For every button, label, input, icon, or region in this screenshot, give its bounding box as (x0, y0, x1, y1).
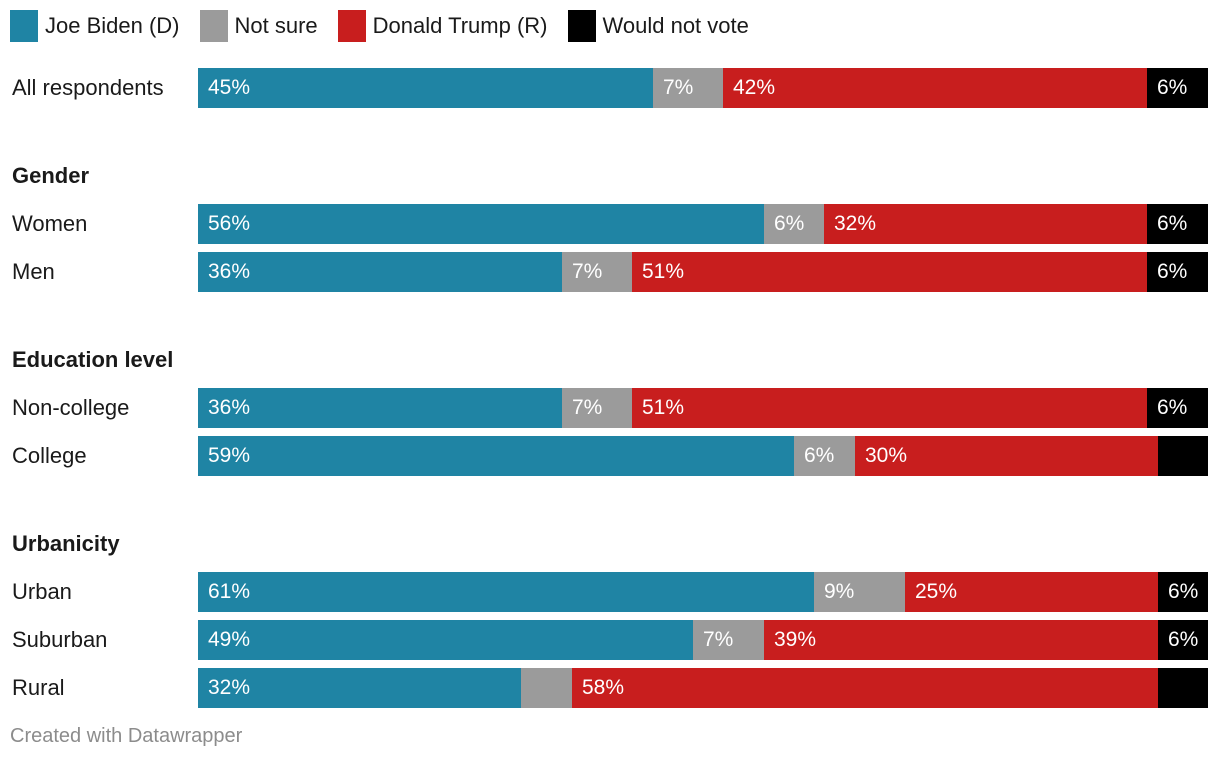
bar-segment-would-not-vote: 6% (1147, 204, 1208, 244)
bar-segment-joe-biden: 45% (198, 68, 653, 108)
data-label: 39% (774, 628, 817, 651)
data-label: 49% (208, 628, 251, 651)
bar-segment-would-not-vote: 6% (1147, 68, 1208, 108)
row-label-women: Women (12, 211, 88, 236)
bar-segment-joe-biden: 36% (198, 388, 562, 428)
data-label: 6% (1157, 396, 1188, 419)
legend-label: Not sure (234, 13, 318, 38)
row-label-men: Men (12, 259, 55, 284)
bar-segment-not-sure (521, 668, 572, 708)
data-label: 6% (804, 444, 835, 467)
legend-swatch (567, 10, 596, 42)
bar-urban: 61% 9% 25% 6% (198, 572, 1208, 612)
data-label: 61% (208, 580, 251, 603)
bar-segment-would-not-vote: 6% (1158, 620, 1208, 660)
data-label: 30% (865, 444, 908, 467)
data-label: 32% (834, 212, 877, 235)
data-label: 6% (1168, 580, 1199, 603)
data-label: 58% (582, 676, 625, 699)
bar-segment-donald-trump: 32% (824, 204, 1147, 244)
bar-men: 36% 7% 51% 6% (198, 252, 1208, 292)
data-label: 51% (642, 396, 685, 419)
bar-women: 56% 6% 32% 6% (198, 204, 1208, 244)
row-label-all-respondents: All respondents (12, 75, 164, 100)
group-heading-gender: Gender (12, 163, 90, 188)
bar-segment-donald-trump: 25% (905, 572, 1158, 612)
legend-item-joe-biden: Joe Biden (D) (10, 10, 180, 42)
bar-segment-joe-biden: 49% (198, 620, 693, 660)
data-label: 7% (703, 628, 734, 651)
stacked-bar-chart: All respondents 45% 7% 42% 6% Gender Women 56% 6… (12, 68, 1208, 708)
data-label: 7% (663, 76, 694, 99)
legend-label: Would not vote (602, 13, 749, 38)
row-label-college: College (12, 443, 87, 468)
bar-segment-not-sure: 6% (794, 436, 855, 476)
legend-item-donald-trump: Donald Trump (R) (337, 10, 548, 42)
row-label-non-college: Non-college (12, 395, 130, 420)
data-label: 36% (208, 260, 251, 283)
bar-segment-joe-biden: 59% (198, 436, 794, 476)
bar-segment-donald-trump: 58% (572, 668, 1158, 708)
data-label: 7% (572, 260, 603, 283)
chart-legend: Joe Biden (D) Not sure Donald Trump (R) Wou… (10, 10, 769, 42)
data-label: 7% (572, 396, 603, 419)
legend-item-not-sure: Not sure (199, 10, 318, 42)
bar-college: 59% 6% 30% (198, 436, 1208, 476)
bar-suburban: 49% 7% 39% 6% (198, 620, 1208, 660)
bar-segment-would-not-vote: 6% (1147, 388, 1208, 428)
data-label: 45% (208, 76, 251, 99)
bar-segment-would-not-vote (1158, 668, 1208, 708)
legend-swatch (199, 10, 228, 42)
data-label: 6% (1157, 212, 1188, 235)
data-label: 9% (824, 580, 855, 603)
bar-segment-joe-biden: 32% (198, 668, 521, 708)
data-label: 42% (733, 76, 776, 99)
bar-segment-donald-trump: 42% (723, 68, 1147, 108)
bar-non-college: 36% 7% 51% 6% (198, 388, 1208, 428)
data-label: 51% (642, 260, 685, 283)
bar-segment-donald-trump: 51% (632, 252, 1147, 292)
data-label: 36% (208, 396, 251, 419)
data-label: 25% (915, 580, 958, 603)
bar-rural: 32% 58% (198, 668, 1208, 708)
data-label: 6% (774, 212, 805, 235)
legend-label: Donald Trump (R) (372, 13, 548, 38)
data-label: 56% (208, 212, 251, 235)
bar-segment-not-sure: 7% (562, 252, 632, 292)
row-label-urban: Urban (12, 579, 72, 604)
data-label: 6% (1157, 76, 1188, 99)
data-label: 6% (1157, 260, 1188, 283)
bar-segment-joe-biden: 61% (198, 572, 814, 612)
row-label-rural: Rural (12, 675, 65, 700)
row-label-suburban: Suburban (12, 627, 108, 652)
datawrapper-credit: Created with Datawrapper (10, 725, 243, 747)
group-heading-urbanicity: Urbanicity (12, 531, 120, 556)
bar-segment-would-not-vote: 6% (1147, 252, 1208, 292)
bar-segment-donald-trump: 51% (632, 388, 1147, 428)
bar-segment-joe-biden: 56% (198, 204, 764, 244)
bar-segment-donald-trump: 39% (764, 620, 1158, 660)
data-label: 32% (208, 676, 251, 699)
bar-segment-not-sure: 7% (562, 388, 632, 428)
bar-segment-donald-trump: 30% (855, 436, 1158, 476)
group-heading-education-level: Education level (12, 347, 174, 372)
legend-label: Joe Biden (D) (45, 13, 180, 38)
data-label: 59% (208, 444, 251, 467)
bar-segment-not-sure: 6% (764, 204, 824, 244)
legend-item-would-not-vote: Would not vote (567, 10, 749, 42)
data-label: 6% (1168, 628, 1199, 651)
bar-segment-not-sure: 7% (693, 620, 764, 660)
bar-segment-joe-biden: 36% (198, 252, 562, 292)
bar-segment-would-not-vote: 6% (1158, 572, 1208, 612)
legend-swatch (337, 10, 366, 42)
bar-segment-not-sure: 9% (814, 572, 905, 612)
legend-swatch (10, 10, 38, 42)
bar-all-respondents: 45% 7% 42% 6% (198, 68, 1208, 108)
bar-segment-would-not-vote (1158, 436, 1208, 476)
bar-segment-not-sure: 7% (653, 68, 723, 108)
